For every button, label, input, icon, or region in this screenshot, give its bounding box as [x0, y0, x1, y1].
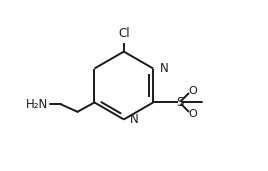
Text: N: N [130, 113, 139, 126]
Text: O: O [188, 86, 197, 96]
Text: O: O [188, 109, 197, 119]
Text: S: S [176, 96, 183, 109]
Text: N: N [160, 62, 168, 75]
Text: H₂N: H₂N [25, 98, 48, 111]
Text: Cl: Cl [118, 27, 130, 40]
